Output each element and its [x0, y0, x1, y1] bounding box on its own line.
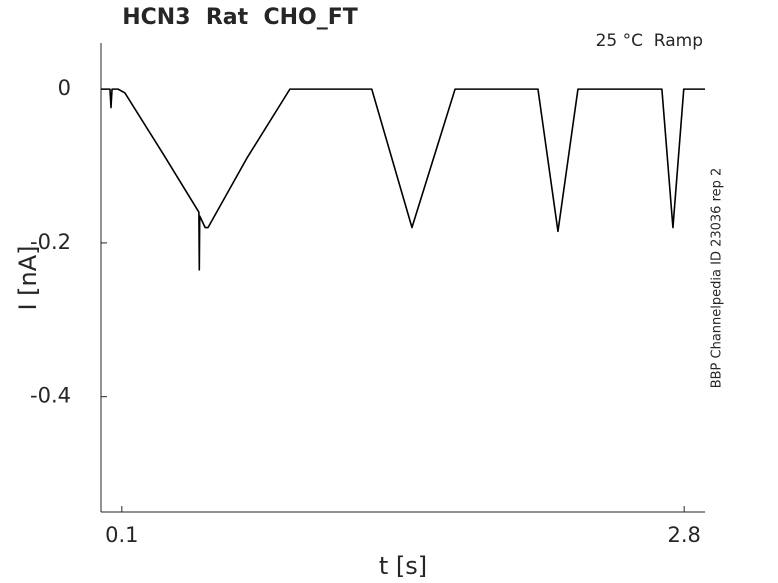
y-tick-label: -0.2: [30, 230, 71, 254]
chart-title: HCN3 Rat CHO_FT: [122, 5, 358, 30]
x-tick-label: 0.1: [105, 523, 138, 547]
x-axis-label: t [s]: [379, 552, 427, 580]
side-note: BBP Channelpedia ID 23036 rep 2: [710, 168, 725, 389]
y-axis-label: I [nA]: [14, 245, 42, 310]
y-tick-label: -0.4: [30, 384, 71, 408]
annotation: 25 °C Ramp: [596, 31, 703, 51]
x-tick-label: 2.8: [667, 523, 700, 547]
current-trace: [101, 88, 705, 271]
y-tick-label: 0: [58, 76, 71, 100]
